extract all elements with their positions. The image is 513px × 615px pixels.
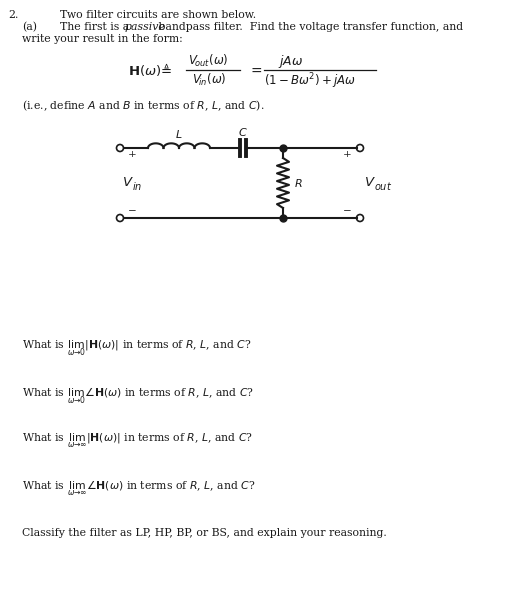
Text: bandpass filter.  Find the voltage transfer function, and: bandpass filter. Find the voltage transf…	[155, 22, 463, 32]
Text: The first is a: The first is a	[60, 22, 133, 32]
Text: 2.: 2.	[8, 10, 18, 20]
Text: Two filter circuits are shown below.: Two filter circuits are shown below.	[60, 10, 256, 20]
Text: $=$: $=$	[248, 63, 263, 77]
Text: $V$: $V$	[122, 177, 134, 189]
Text: $\mathit{out}$: $\mathit{out}$	[374, 180, 392, 192]
Text: What is $\lim_{\omega\to 0}|\mathbf{H}(\omega)|$ in terms of $R$, $L$, and $C$?: What is $\lim_{\omega\to 0}|\mathbf{H}(\…	[22, 338, 251, 358]
Text: +: +	[128, 150, 137, 159]
Text: What is $\lim_{\omega\to\infty}\angle\mathbf{H}(\omega)$ in terms of $R$, $L$, a: What is $\lim_{\omega\to\infty}\angle\ma…	[22, 479, 255, 498]
Text: $V$: $V$	[364, 177, 376, 189]
Text: $\mathbf{H}(\omega)\!\triangleq$: $\mathbf{H}(\omega)\!\triangleq$	[128, 62, 173, 79]
Text: $\mathit{in}$: $\mathit{in}$	[132, 180, 142, 192]
Text: passive: passive	[125, 22, 166, 32]
Text: Classify the filter as LP, HP, BP, or BS, and explain your reasoning.: Classify the filter as LP, HP, BP, or BS…	[22, 528, 387, 538]
Text: −: −	[128, 207, 137, 216]
Text: $jA\omega$: $jA\omega$	[278, 52, 303, 69]
Text: (a): (a)	[22, 22, 37, 33]
Text: write your result in the form:: write your result in the form:	[22, 34, 183, 44]
Text: $V_{\!\mathit{out}}(\omega)$: $V_{\!\mathit{out}}(\omega)$	[188, 53, 229, 69]
Text: +: +	[343, 150, 352, 159]
Text: $C$: $C$	[238, 126, 248, 138]
Text: $\left(1-B\omega^2\right)+jA\omega$: $\left(1-B\omega^2\right)+jA\omega$	[264, 71, 356, 91]
Text: $L$: $L$	[175, 129, 183, 140]
Text: What is $\lim_{\omega\to\infty}|\mathbf{H}(\omega)|$ in terms of $R$, $L$, and $: What is $\lim_{\omega\to\infty}|\mathbf{…	[22, 432, 253, 450]
Text: −: −	[343, 207, 352, 216]
Text: What is $\lim_{\omega\to 0}\angle\mathbf{H}(\omega)$ in terms of $R$, $L$, and $: What is $\lim_{\omega\to 0}\angle\mathbf…	[22, 385, 254, 406]
Text: $R$: $R$	[294, 177, 303, 189]
Text: (i.e., define $A$ and $B$ in terms of $R$, $L$, and $C$).: (i.e., define $A$ and $B$ in terms of $R…	[22, 98, 264, 113]
Text: $V_{\!\mathit{in}}(\omega)$: $V_{\!\mathit{in}}(\omega)$	[192, 72, 227, 88]
